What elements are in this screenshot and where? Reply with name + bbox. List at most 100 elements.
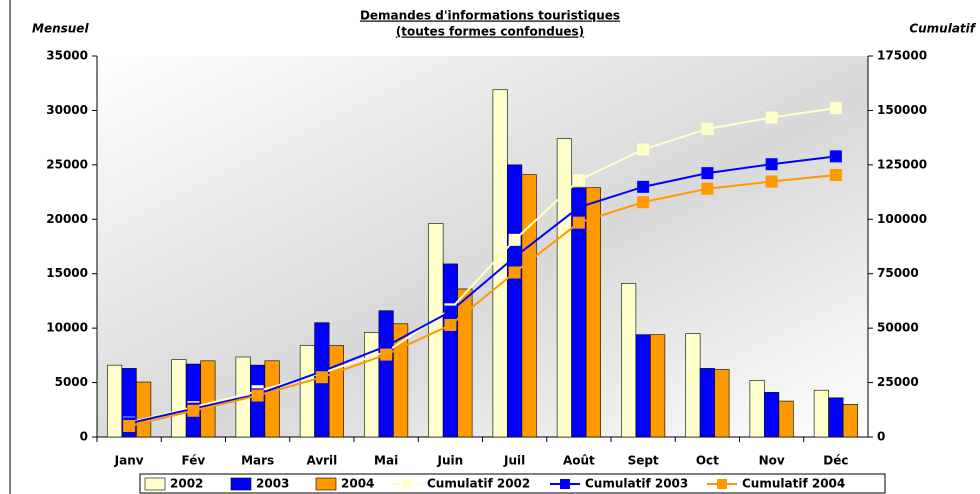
x-tick-label: Nov [759, 454, 785, 468]
marker [701, 122, 714, 135]
bar [813, 389, 829, 438]
y-tick-label: 15000 [46, 266, 88, 280]
bar [685, 333, 701, 438]
x-tick-label: Juil [503, 454, 525, 468]
x-tick-label: Janv [114, 454, 144, 468]
y2-tick-label: 150000 [877, 103, 927, 117]
marker [765, 111, 778, 124]
marker [572, 201, 585, 214]
legend-label: Cumulatif 2003 [585, 477, 688, 491]
marker [572, 174, 585, 187]
bar [107, 364, 123, 438]
y2-axis-label: Cumulatif [909, 22, 976, 36]
chart-title: Demandes d'informations touristiques [360, 9, 620, 23]
marker [765, 158, 778, 171]
marker [508, 266, 521, 279]
marker [829, 102, 842, 115]
bar [828, 397, 844, 438]
bar [699, 368, 715, 438]
y2-tick-label: 100000 [877, 212, 927, 226]
legend-marker [717, 479, 727, 489]
line [128, 107, 837, 424]
y-axis-label: Mensuel [32, 22, 89, 36]
marker [765, 175, 778, 188]
y2-tick-label: 75000 [877, 266, 919, 280]
bar [393, 323, 409, 438]
y2-tick-label: 50000 [877, 321, 919, 335]
marker [444, 318, 457, 331]
marker [829, 168, 842, 181]
marker [829, 150, 842, 163]
bar [621, 283, 637, 438]
bar [171, 359, 187, 438]
marker [251, 389, 264, 402]
bar [521, 174, 537, 438]
y2-tick-label: 175000 [877, 49, 927, 63]
legend-label: 2004 [341, 477, 374, 491]
bar [364, 332, 380, 438]
bar [136, 381, 152, 438]
legend-label: Cumulatif 2004 [742, 477, 845, 491]
x-tick-label: Juin [437, 454, 464, 468]
x-tick-label: Avril [306, 454, 337, 468]
x-tick-label: Déc [823, 454, 848, 468]
bar [764, 392, 780, 438]
bar [778, 400, 794, 438]
bar [714, 369, 730, 438]
x-tick-label: Août [563, 454, 595, 468]
chart-subtitle: (toutes formes confondues) [396, 25, 584, 39]
bar [749, 380, 765, 438]
bar [457, 288, 473, 438]
y2-tick-label: 0 [877, 430, 885, 444]
marker [637, 180, 650, 193]
x-tick-label: Oct [696, 454, 719, 468]
marker [187, 404, 200, 417]
marker [637, 143, 650, 156]
bar [200, 360, 216, 438]
marker [637, 196, 650, 209]
line [128, 155, 836, 425]
legend-label: Cumulatif 2002 [427, 477, 530, 491]
marker [701, 167, 714, 180]
y2-tick-label: 125000 [877, 157, 927, 171]
bar [185, 363, 201, 438]
y-tick-label: 0 [80, 430, 88, 444]
bar [442, 263, 458, 438]
bar [328, 345, 344, 438]
x-tick-label: Sept [628, 454, 659, 468]
y-tick-label: 20000 [46, 212, 88, 226]
bar [650, 334, 666, 438]
marker [508, 251, 521, 264]
legend-swatch [230, 477, 252, 491]
bar [507, 164, 523, 438]
legend-marker [560, 479, 570, 489]
legend-marker [402, 479, 412, 489]
x-tick-label: Mars [241, 454, 274, 468]
y-tick-label: 25000 [46, 157, 88, 171]
legend-swatch [144, 477, 166, 491]
y-tick-label: 30000 [46, 103, 88, 117]
marker [315, 371, 328, 384]
bar [585, 187, 601, 438]
marker [444, 305, 457, 318]
y-tick-label: 35000 [46, 49, 88, 63]
plot-area [97, 56, 868, 437]
marker [572, 216, 585, 229]
legend-label: 2002 [170, 477, 203, 491]
y2-tick-label: 25000 [877, 375, 919, 389]
bar [556, 138, 572, 438]
x-tick-label: Fév [182, 454, 206, 468]
legend-label: 2003 [256, 477, 289, 491]
x-tick-label: Mai [374, 454, 398, 468]
marker [380, 348, 393, 361]
line [128, 173, 836, 427]
y-tick-label: 5000 [55, 375, 88, 389]
bar [492, 89, 508, 438]
bar [378, 310, 394, 438]
marker [701, 182, 714, 195]
bar [299, 345, 315, 438]
marker [508, 233, 521, 246]
bar [264, 360, 280, 438]
y-tick-label: 10000 [46, 321, 88, 335]
